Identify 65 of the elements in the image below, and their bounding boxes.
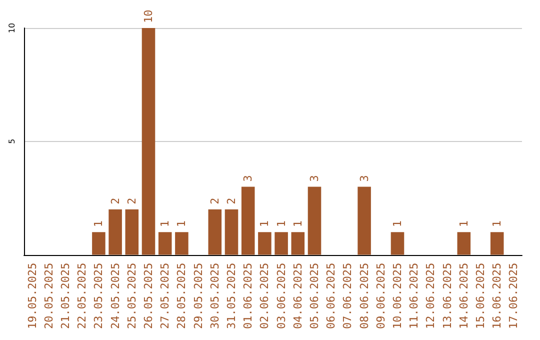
- x-tick-label: 04.06.2025: [291, 262, 304, 330]
- data-label: 3: [308, 175, 321, 182]
- x-tick-label: 14.06.2025: [457, 262, 470, 330]
- data-label: 2: [125, 198, 138, 204]
- x-tick-label: 26.05.2025: [142, 262, 155, 330]
- bar: [457, 232, 471, 255]
- bar: [358, 186, 371, 255]
- x-tick-label: 05.06.2025: [308, 262, 321, 330]
- data-label: 1: [175, 220, 188, 228]
- x-tick-label: 09.06.2025: [374, 262, 388, 330]
- y-tick-label: 5: [8, 138, 16, 144]
- bar: [258, 232, 272, 255]
- x-tick-label: 21.05.2025: [59, 262, 72, 330]
- x-tick-label: 17.06.2025: [507, 262, 520, 330]
- bar: [224, 209, 238, 255]
- data-label: 1: [391, 220, 404, 228]
- x-tick-label: 15.06.2025: [474, 262, 487, 330]
- data-label: 1: [158, 220, 172, 228]
- x-tick-label: 13.06.2025: [440, 262, 454, 330]
- x-tick-label: 27.05.2025: [158, 262, 172, 330]
- x-tick-label: 02.06.2025: [258, 262, 272, 330]
- data-label: 1: [274, 220, 288, 228]
- data-label: 2: [208, 198, 222, 204]
- x-tick-label: 07.06.2025: [341, 262, 354, 330]
- bar: [158, 232, 172, 255]
- x-tick-label: 11.06.2025: [408, 262, 421, 330]
- data-label: 2: [225, 198, 238, 204]
- x-tick-label: 01.06.2025: [242, 262, 255, 330]
- bar: [92, 232, 106, 255]
- x-tick-label: 23.05.2025: [92, 262, 106, 330]
- x-tick-label: 28.05.2025: [175, 262, 188, 330]
- x-tick-label: 12.06.2025: [424, 262, 438, 330]
- data-label: 1: [291, 220, 304, 228]
- x-tick-label: 30.05.2025: [208, 262, 222, 330]
- x-tick-label: 31.05.2025: [225, 262, 238, 330]
- data-label: 3: [358, 175, 371, 182]
- data-label: 3: [242, 175, 255, 182]
- x-tick-label: 25.05.2025: [125, 262, 138, 330]
- data-label: 1: [457, 220, 470, 228]
- data-label: 2: [108, 198, 122, 204]
- x-tick-label: 19.05.2025: [26, 262, 39, 330]
- x-tick-label: 29.05.2025: [192, 262, 205, 330]
- data-label: 10: [142, 10, 155, 23]
- x-tick-label: 16.06.2025: [490, 262, 504, 330]
- bar: [142, 28, 156, 255]
- x-tick-label: 06.06.2025: [324, 262, 338, 330]
- x-tick-label: 08.06.2025: [358, 262, 371, 330]
- x-tick-label: 24.05.2025: [108, 262, 122, 330]
- bar: [308, 186, 322, 255]
- bar: [241, 186, 255, 255]
- x-tick-label: 22.05.2025: [76, 262, 89, 330]
- bar: [125, 209, 139, 255]
- data-label: 1: [490, 220, 504, 228]
- data-label: 1: [92, 220, 106, 228]
- x-tick-label: 20.05.2025: [42, 262, 56, 330]
- x-tick-label: 03.06.2025: [274, 262, 288, 330]
- data-label: 1: [258, 220, 272, 228]
- x-tick-label: 10.06.2025: [391, 262, 404, 330]
- bar: [490, 232, 504, 255]
- bar: [291, 232, 305, 255]
- bar: [274, 232, 288, 255]
- bar: [108, 209, 122, 255]
- bar: [390, 232, 404, 255]
- bar: [208, 209, 222, 255]
- bar: [175, 232, 188, 255]
